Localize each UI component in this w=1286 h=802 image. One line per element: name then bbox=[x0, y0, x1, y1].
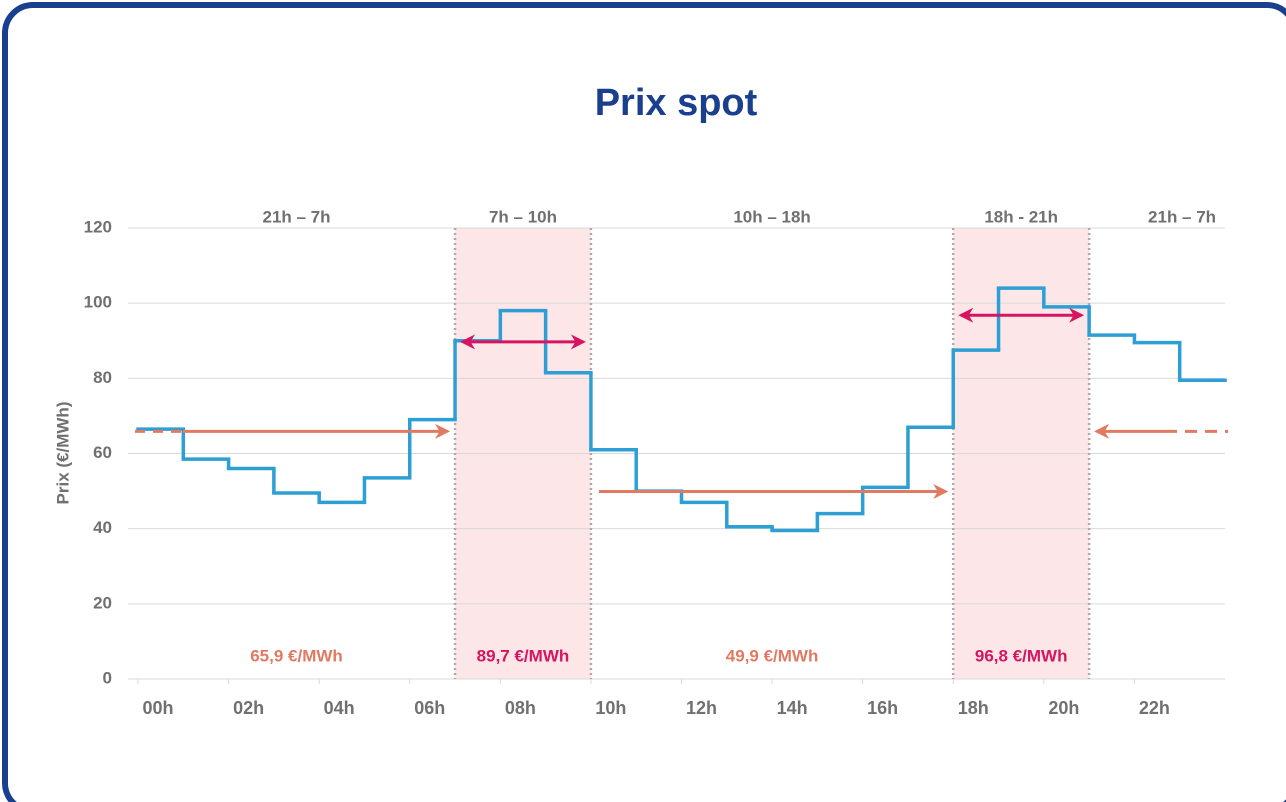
x-tick-label: 18h bbox=[958, 698, 989, 718]
y-tick-label: 0 bbox=[103, 668, 112, 687]
x-tick-label: 04h bbox=[324, 698, 355, 718]
x-tick-label: 02h bbox=[233, 698, 264, 718]
period-label: 10h – 18h bbox=[733, 207, 811, 226]
x-tick-label: 10h bbox=[595, 698, 626, 718]
average-label: 89,7 €/MWh bbox=[477, 646, 570, 665]
y-tick-label: 20 bbox=[93, 593, 112, 612]
period-label: 21h – 7h bbox=[1148, 207, 1216, 226]
y-tick-label: 60 bbox=[93, 443, 112, 462]
y-tick-label: 120 bbox=[84, 217, 112, 236]
period-label: 7h – 10h bbox=[489, 207, 557, 226]
period-label: 18h - 21h bbox=[984, 207, 1058, 226]
x-tick-label: 16h bbox=[867, 698, 898, 718]
y-tick-label: 80 bbox=[93, 368, 112, 387]
chart-title: Prix spot bbox=[595, 82, 758, 124]
x-tick-label: 12h bbox=[686, 698, 717, 718]
average-label: 49,9 €/MWh bbox=[726, 646, 819, 665]
x-tick-label: 14h bbox=[777, 698, 808, 718]
period-label: 21h – 7h bbox=[262, 207, 330, 226]
x-tick-label: 06h bbox=[414, 698, 445, 718]
x-tick-label: 00h bbox=[142, 698, 173, 718]
y-axis-label: Prix (€/MWh) bbox=[53, 402, 72, 505]
y-tick-label: 100 bbox=[84, 293, 112, 312]
x-tick-label: 22h bbox=[1139, 698, 1170, 718]
average-label: 96,8 €/MWh bbox=[975, 646, 1068, 665]
x-tick-label: 20h bbox=[1048, 698, 1079, 718]
x-tick-label: 08h bbox=[505, 698, 536, 718]
average-label: 65,9 €/MWh bbox=[250, 646, 343, 665]
y-tick-label: 40 bbox=[93, 518, 112, 537]
